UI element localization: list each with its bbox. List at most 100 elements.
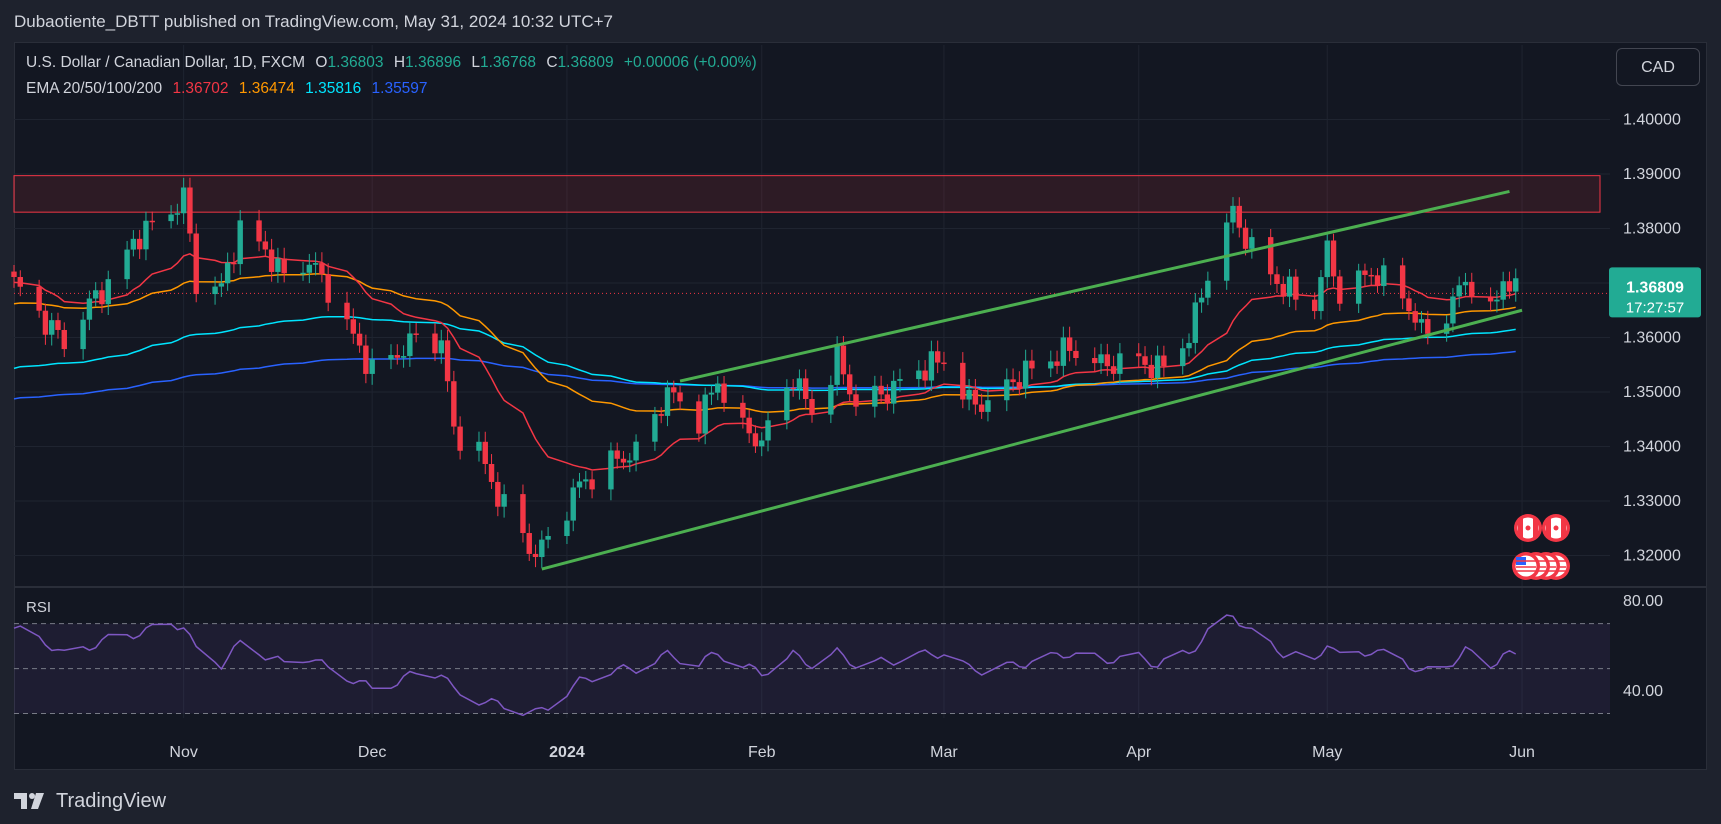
candle-body [149, 220, 155, 223]
candle-body [268, 249, 275, 272]
candle-body [1104, 354, 1111, 367]
candle-body [407, 333, 413, 357]
candle-body [231, 262, 237, 265]
high-value: 1.36896 [405, 54, 462, 71]
price-axis-label: 1.39000 [1623, 166, 1681, 183]
candle-body [765, 420, 771, 441]
candle-body [972, 389, 979, 405]
candle-body [1280, 283, 1286, 297]
candle-body [136, 238, 143, 250]
candle-body [306, 264, 313, 273]
candle-body [1004, 379, 1010, 401]
candle-body [608, 450, 614, 490]
candle-body [400, 356, 407, 358]
time-axis-label: Apr [1126, 744, 1152, 761]
candle-body [124, 249, 130, 280]
open-value: 1.36803 [327, 54, 384, 71]
candle-body [388, 355, 394, 360]
candle-body [960, 362, 966, 400]
candle-body [55, 320, 61, 330]
candle-body [746, 417, 752, 434]
candle-body [1092, 358, 1098, 364]
candle-body [545, 536, 551, 540]
symbol-title[interactable]: U.S. Dollar / Canadian Dollar, 1D, FXCM [26, 54, 306, 71]
tradingview-logo-icon [14, 793, 44, 809]
candle-body [922, 370, 928, 381]
candle-body [444, 340, 451, 382]
candle-body [1412, 311, 1418, 323]
candle-body [363, 345, 369, 374]
candle-body [344, 302, 350, 320]
candle-body [218, 283, 225, 287]
candle-body [325, 274, 331, 303]
candle-body [941, 362, 947, 365]
candle-body [620, 458, 627, 463]
ema20-value: 1.36702 [172, 80, 229, 97]
candle-body [1230, 205, 1236, 223]
candle-body [1198, 297, 1205, 303]
candle-body [1330, 240, 1337, 277]
candle-body [978, 404, 985, 412]
rsi-axis-label: 80.00 [1623, 593, 1663, 610]
candle-body [702, 394, 708, 434]
canada-event-icon-band-right [1561, 518, 1566, 538]
candle-body [1060, 337, 1067, 366]
price-tag-countdown: 17:27:57 [1626, 299, 1684, 316]
canada-event-icon-leaf [1525, 525, 1531, 531]
candle-body [457, 426, 463, 451]
candle-body [86, 298, 93, 320]
candle-body [1161, 355, 1167, 367]
candle-body [658, 414, 664, 416]
candle-body [784, 387, 790, 421]
ema100-value: 1.35816 [305, 80, 362, 97]
candle-body [319, 263, 325, 275]
candle-body [1318, 277, 1324, 312]
candle-body [49, 320, 55, 335]
canada-event-icon-band-left [1518, 518, 1523, 538]
candle-body [312, 263, 319, 265]
candle-body [539, 539, 545, 558]
candle-body [1324, 240, 1330, 278]
ema20-line [13, 252, 1516, 471]
candle-body [482, 441, 488, 465]
canada-event-icon-band-right [1533, 518, 1538, 538]
candle-body [1022, 360, 1029, 389]
time-axis-label: Jun [1509, 744, 1535, 761]
time-axis-label: Mar [930, 744, 958, 761]
candle-body [1029, 360, 1035, 369]
candle-body [526, 533, 532, 554]
candle-body [1098, 354, 1104, 364]
candle-body [369, 359, 375, 374]
candle-body [174, 213, 181, 215]
ema100-line [13, 315, 1516, 392]
change-value: +0.00006 (+0.00%) [623, 54, 757, 71]
candle-body [1180, 348, 1186, 367]
candle-body [193, 233, 199, 295]
chart-frame[interactable] [14, 42, 1707, 770]
candle-body [627, 460, 633, 463]
candle-body [1205, 280, 1211, 298]
candle-body [671, 387, 677, 393]
candle-body [180, 187, 187, 214]
candle-body [1048, 361, 1054, 369]
candle-body [790, 387, 796, 390]
ema-legend: EMA 20/50/100/200 1.36702 1.36474 1.3581… [26, 80, 434, 98]
candle-body [1016, 382, 1023, 389]
ema50-line [13, 273, 1516, 413]
candle-body [1192, 302, 1198, 343]
candle-body [721, 383, 727, 403]
candle-body [36, 286, 42, 311]
candle-body [583, 479, 589, 482]
candle-body [1406, 298, 1412, 312]
candle-body [262, 241, 269, 250]
ema-label[interactable]: EMA 20/50/100/200 [26, 80, 163, 97]
currency-button[interactable]: CAD [1616, 48, 1700, 86]
candle-body [300, 272, 306, 275]
candle-body [796, 378, 803, 390]
candle-body [532, 553, 539, 558]
candle-body [878, 385, 884, 395]
candle-body [451, 381, 457, 427]
candle-body [1117, 353, 1123, 374]
candle-body [99, 290, 105, 305]
